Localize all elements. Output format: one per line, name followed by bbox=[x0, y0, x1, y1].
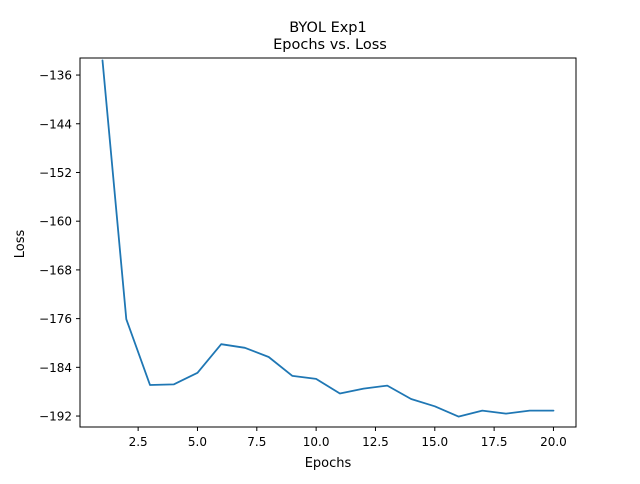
y-axis-ticks: −136 −144 −152 −160 −168 −176 −184 −192 bbox=[39, 69, 80, 424]
x-tick-label: 20.0 bbox=[540, 435, 567, 449]
x-axis-label: Epochs bbox=[305, 456, 352, 471]
x-tick-label: 7.5 bbox=[247, 435, 266, 449]
x-tick-label: 10.0 bbox=[303, 435, 330, 449]
x-tick-label: 17.5 bbox=[481, 435, 508, 449]
y-tick-label: −152 bbox=[39, 166, 72, 180]
chart-title-line2: Epochs vs. Loss bbox=[273, 37, 387, 53]
x-tick-label: 5.0 bbox=[188, 435, 207, 449]
x-axis-ticks: 2.5 5.0 7.5 10.0 12.5 15.0 17.5 20.0 bbox=[129, 427, 567, 449]
x-tick-label: 12.5 bbox=[362, 435, 389, 449]
y-tick-label: −160 bbox=[39, 215, 72, 229]
y-tick-label: −168 bbox=[39, 263, 72, 277]
x-tick-label: 2.5 bbox=[129, 435, 148, 449]
y-tick-label: −184 bbox=[39, 361, 72, 375]
loss-series-line bbox=[101, 59, 555, 418]
y-tick-label: −192 bbox=[39, 410, 72, 424]
plot-frame bbox=[79, 57, 577, 428]
y-tick-label: −176 bbox=[39, 312, 72, 326]
y-tick-label: −136 bbox=[39, 69, 72, 83]
x-tick-label: 15.0 bbox=[421, 435, 448, 449]
y-axis-label: Loss bbox=[13, 230, 28, 259]
y-tick-label: −144 bbox=[39, 117, 72, 131]
chart-title-line1: BYOL Exp1 bbox=[289, 20, 367, 36]
